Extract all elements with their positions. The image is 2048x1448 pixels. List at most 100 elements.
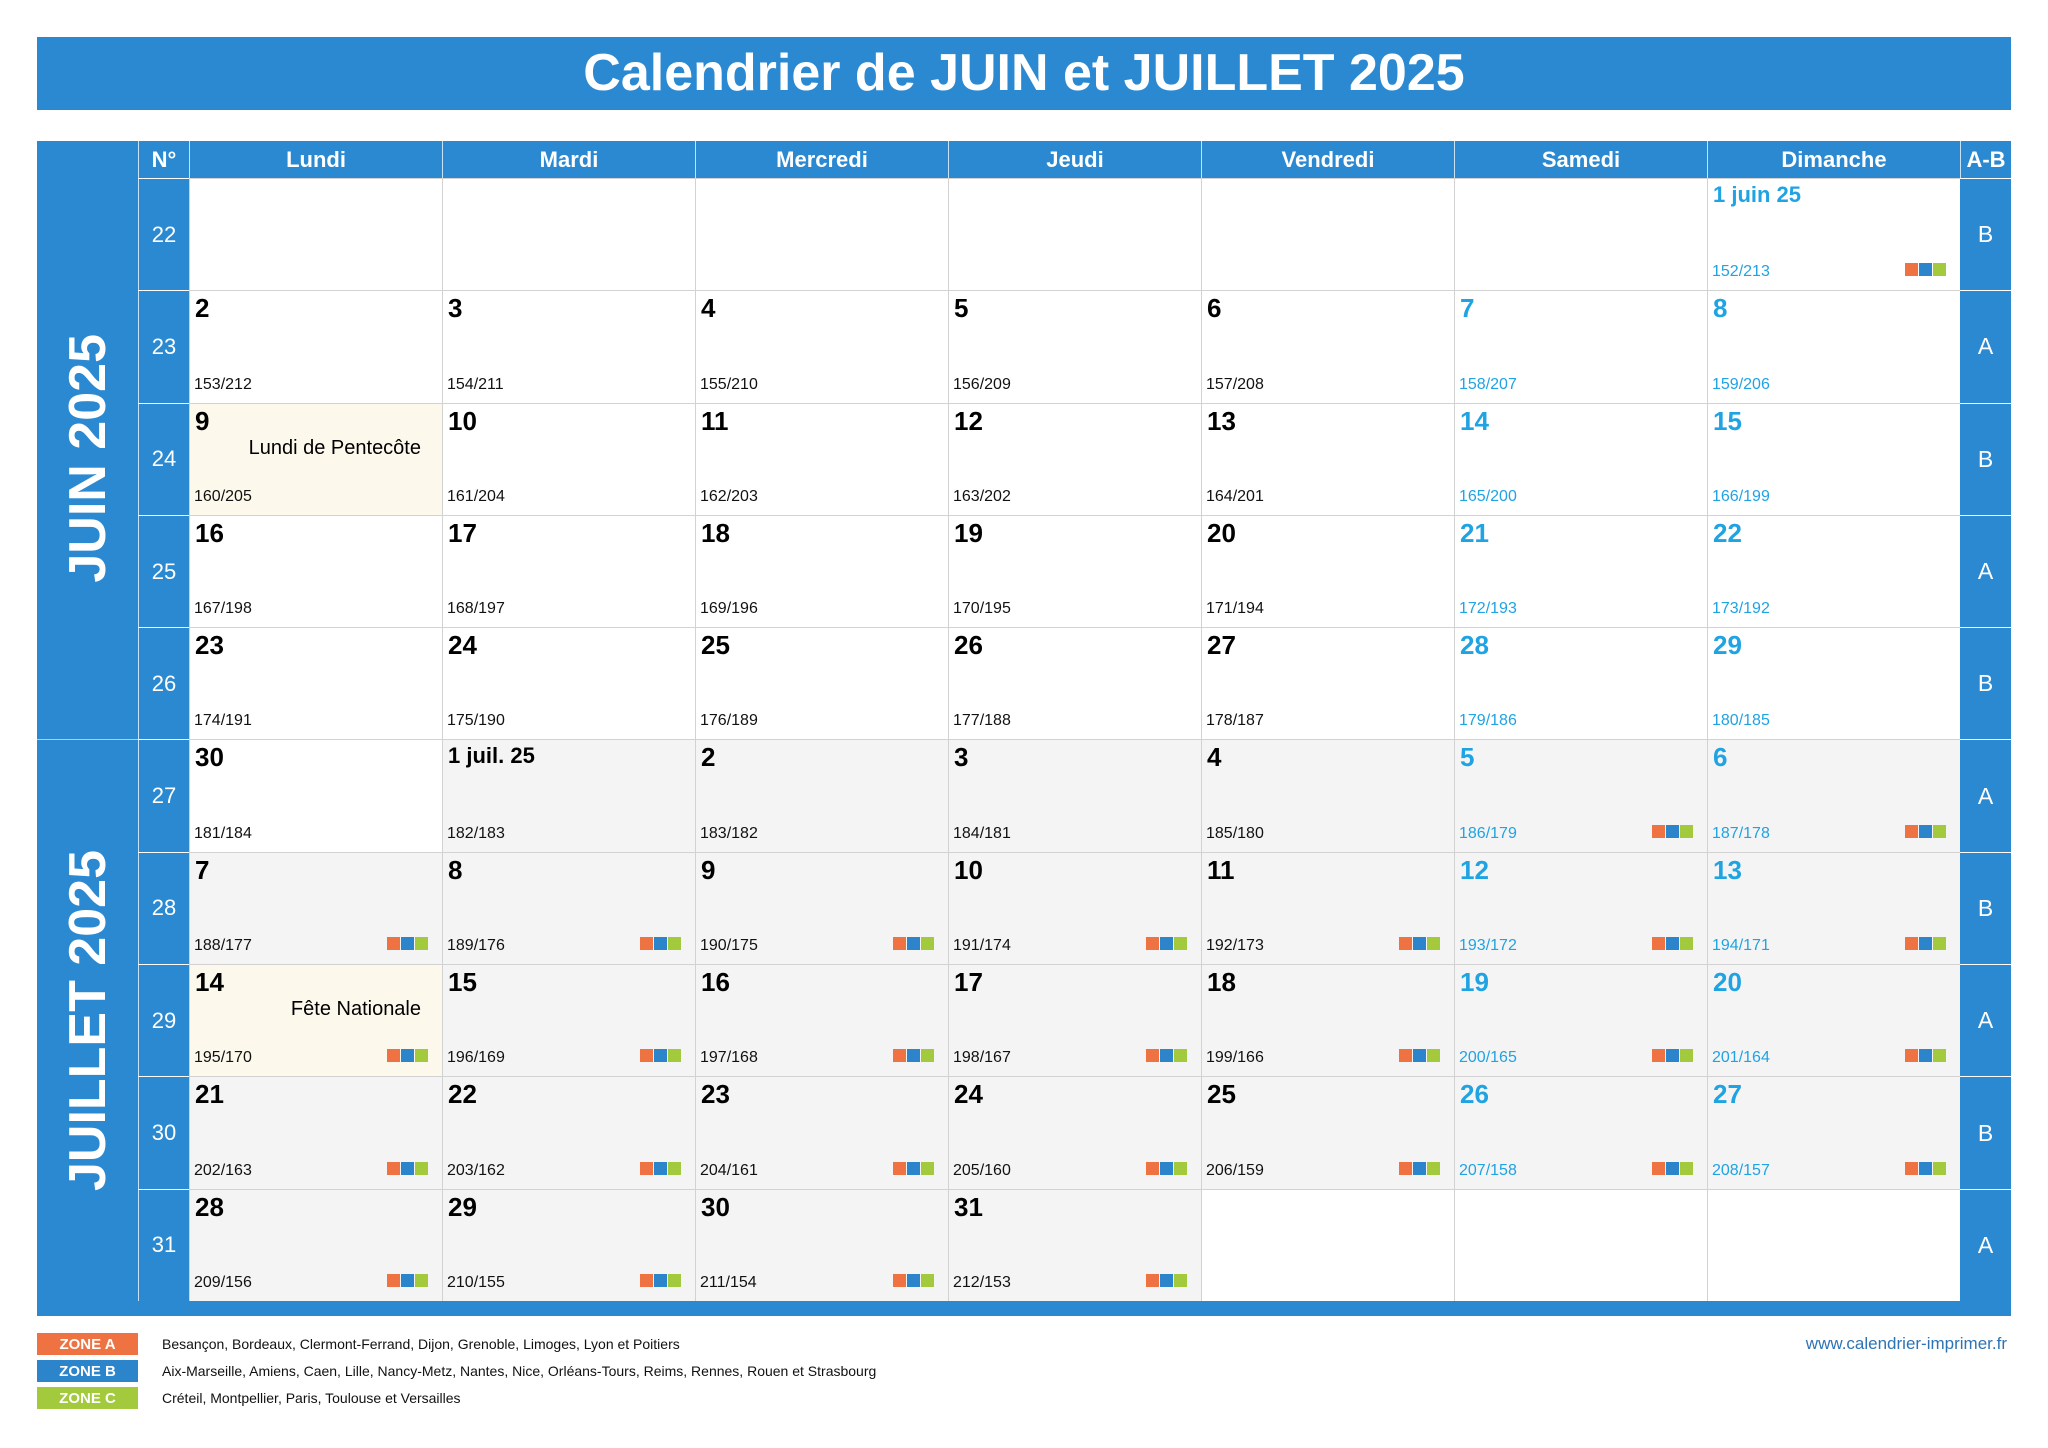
zone-a-marker — [640, 937, 653, 951]
day-of-year: 185/180 — [1206, 824, 1264, 842]
zone-a-marker — [893, 1049, 906, 1063]
zone-b-marker — [654, 1161, 667, 1175]
day-cell: 19 170/195 — [948, 514, 1201, 628]
page-title: Calendrier de JUIN et JUILLET 2025 — [37, 37, 2011, 110]
day-of-year: 195/170 — [194, 1049, 252, 1067]
empty-day-cell — [1454, 1188, 1707, 1301]
school-holiday-zones-icon — [893, 1161, 934, 1175]
day-cell: 23 174/191 — [189, 627, 442, 740]
zone-a-cities: Besançon, Bordeaux, Clermont-Ferrand, Di… — [162, 1336, 680, 1352]
zone-c-badge: ZONE C — [37, 1387, 138, 1409]
zone-a-marker — [1399, 937, 1412, 951]
zone-a-marker — [387, 937, 400, 951]
day-number: 18 — [701, 517, 730, 548]
day-cell: 22 173/192 — [1707, 514, 1960, 628]
zone-c-marker — [415, 937, 428, 951]
day-of-year: 181/184 — [194, 824, 252, 842]
day-number: 10 — [954, 854, 983, 885]
header-ab-week: A-B — [1960, 141, 2011, 178]
day-cell: 3 154/211 — [442, 290, 695, 403]
day-of-year: 209/156 — [194, 1273, 252, 1291]
zone-c-marker — [668, 937, 681, 951]
zone-b-marker — [401, 937, 414, 951]
zone-b-marker — [1160, 1049, 1173, 1063]
zone-c-marker — [1427, 1049, 1440, 1063]
school-holiday-zones-icon — [640, 937, 681, 951]
zone-b-marker — [654, 937, 667, 951]
zone-a-marker — [1146, 1161, 1159, 1175]
day-number: 8 — [1713, 293, 1728, 324]
header-day-mardi: Mardi — [442, 141, 695, 178]
day-of-year: 183/182 — [700, 824, 758, 842]
ab-week-letter: A — [1960, 964, 2011, 1077]
day-of-year: 189/176 — [447, 937, 505, 955]
school-holiday-zones-icon — [1652, 1161, 1693, 1175]
zone-c-marker — [415, 1049, 428, 1063]
day-of-year: 175/190 — [447, 712, 505, 730]
zone-c-marker — [1427, 1161, 1440, 1175]
empty-day-cell — [695, 178, 948, 291]
zone-c-marker — [1427, 937, 1440, 951]
bottom-strip — [37, 1301, 2011, 1316]
day-of-year: 157/208 — [1206, 375, 1264, 393]
day-cell: 14 Fête Nationale 195/170 — [189, 964, 442, 1077]
day-number: 8 — [448, 854, 463, 885]
day-cell: 11 192/173 — [1201, 851, 1454, 965]
day-cell: 16 167/198 — [189, 514, 442, 628]
day-cell: 4 185/180 — [1201, 739, 1454, 852]
day-cell: 31 212/153 — [948, 1188, 1201, 1301]
day-number: 31 — [954, 1191, 983, 1222]
zone-b-marker — [1160, 1273, 1173, 1287]
zone-a-marker — [1146, 1273, 1159, 1287]
school-holiday-zones-icon — [387, 1273, 428, 1287]
zone-c-marker — [1174, 1049, 1187, 1063]
day-of-year: 179/186 — [1459, 712, 1517, 730]
day-of-year: 193/172 — [1459, 937, 1517, 955]
day-cell: 6 157/208 — [1201, 290, 1454, 403]
day-of-year: 162/203 — [700, 487, 758, 505]
zone-c-marker — [668, 1161, 681, 1175]
zone-b-marker — [1413, 1161, 1426, 1175]
day-of-year: 201/164 — [1712, 1049, 1770, 1067]
school-holiday-zones-icon — [1652, 1049, 1693, 1063]
zone-b-marker — [401, 1049, 414, 1063]
school-holiday-zones-icon — [640, 1273, 681, 1287]
header-day-mercredi: Mercredi — [695, 141, 948, 178]
day-number: 6 — [1713, 742, 1728, 773]
day-cell: 5 186/179 — [1454, 739, 1707, 852]
day-of-year: 202/163 — [194, 1161, 252, 1179]
ab-week-letter: B — [1960, 1076, 2011, 1189]
day-number: 7 — [195, 854, 210, 885]
header-day-samedi: Samedi — [1454, 141, 1707, 178]
day-cell: 29 210/155 — [442, 1188, 695, 1301]
day-cell: 20 201/164 — [1707, 964, 1960, 1077]
zone-b-marker — [654, 1273, 667, 1287]
zone-a-marker — [1905, 1161, 1918, 1175]
day-cell: 9 190/175 — [695, 851, 948, 965]
day-of-year: 198/167 — [953, 1049, 1011, 1067]
zone-c-marker — [1933, 824, 1946, 838]
month-block-june: JUIN 2025 — [37, 178, 138, 740]
day-cell: 16 197/168 — [695, 964, 948, 1077]
day-number: 21 — [195, 1079, 224, 1110]
day-number: 16 — [701, 967, 730, 998]
day-of-year: 186/179 — [1459, 824, 1517, 842]
zone-b-marker — [1666, 1049, 1679, 1063]
week-number: 24 — [138, 402, 189, 515]
day-of-year: 155/210 — [700, 375, 758, 393]
zone-a-marker — [893, 1161, 906, 1175]
ab-week-letter: A — [1960, 739, 2011, 852]
school-holiday-zones-icon — [640, 1161, 681, 1175]
day-of-year: 205/160 — [953, 1161, 1011, 1179]
day-of-year: 152/213 — [1712, 263, 1770, 281]
school-holiday-zones-icon — [1146, 1049, 1187, 1063]
zone-c-marker — [1933, 1161, 1946, 1175]
zone-b-marker — [1919, 1049, 1932, 1063]
zone-a-badge: ZONE A — [37, 1333, 138, 1355]
day-of-year: 163/202 — [953, 487, 1011, 505]
day-number: 19 — [954, 517, 983, 548]
header-day-jeudi: Jeudi — [948, 141, 1201, 178]
day-number: 24 — [448, 630, 477, 661]
day-number: 3 — [954, 742, 969, 773]
zone-a-marker — [387, 1161, 400, 1175]
